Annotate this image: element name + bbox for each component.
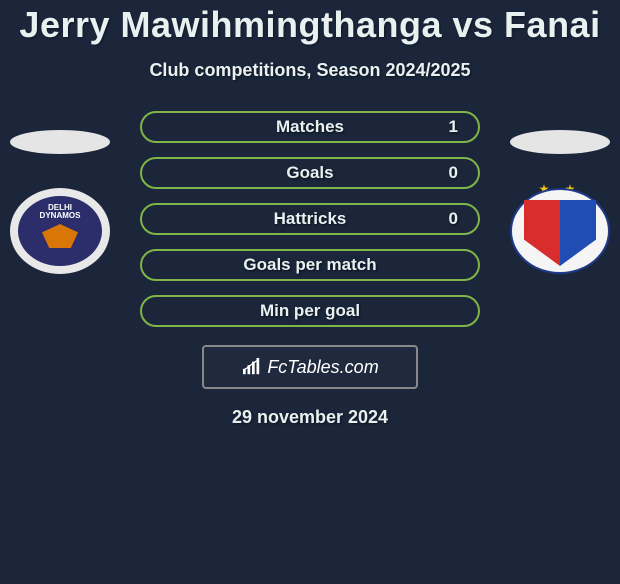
badge-left-core: DELHI DYNAMOS: [18, 196, 102, 266]
player-left-column: DELHI DYNAMOS: [10, 130, 110, 274]
stat-label: Min per goal: [260, 301, 360, 321]
player-right-avatar: [510, 130, 610, 154]
stat-label: Hattricks: [274, 209, 347, 229]
stat-row-hattricks: Hattricks 0: [140, 203, 480, 235]
stat-row-goals: Goals 0: [140, 157, 480, 189]
page-title: Jerry Mawihmingthanga vs Fanai: [0, 4, 620, 46]
stat-value: 1: [449, 117, 458, 137]
brand-box: FcTables.com: [202, 345, 418, 389]
club-badge-right: ★ ★: [510, 188, 610, 274]
brand-text: FcTables.com: [267, 357, 378, 378]
date-text: 29 november 2024: [0, 407, 620, 428]
stat-label: Matches: [276, 117, 344, 137]
club-badge-left: DELHI DYNAMOS: [10, 188, 110, 274]
subtitle: Club competitions, Season 2024/2025: [0, 60, 620, 81]
chart-icon: [241, 358, 263, 376]
stat-label: Goals per match: [243, 255, 376, 275]
stat-row-goals-per-match: Goals per match: [140, 249, 480, 281]
stat-row-min-per-goal: Min per goal: [140, 295, 480, 327]
stat-row-matches: Matches 1: [140, 111, 480, 143]
badge-left-text2: DYNAMOS: [40, 212, 81, 220]
player-right-column: ★ ★: [510, 130, 610, 274]
stat-value: 0: [449, 209, 458, 229]
stat-value: 0: [449, 163, 458, 183]
player-left-avatar: [10, 130, 110, 154]
stat-label: Goals: [286, 163, 333, 183]
badge-left-shape: [42, 224, 78, 248]
